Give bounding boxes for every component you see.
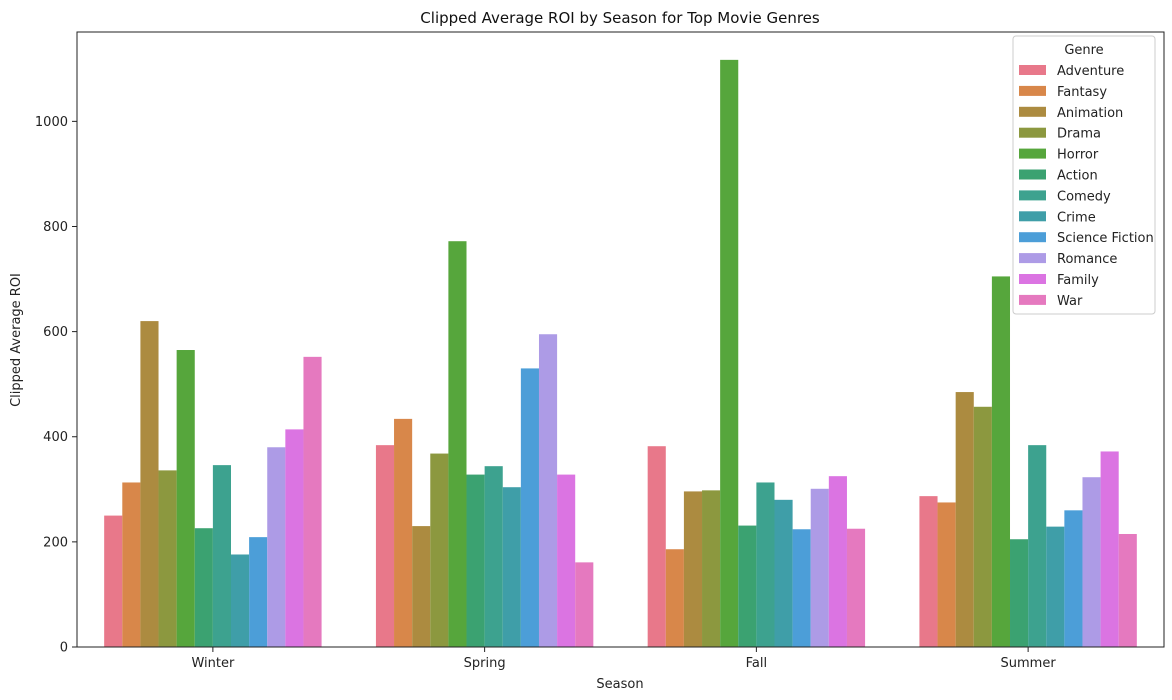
bar-fantasy-summer: [937, 502, 956, 647]
bar-comedy-summer: [1028, 445, 1047, 647]
x-tick-label-winter: Winter: [191, 656, 235, 671]
bar-horror-winter: [176, 350, 195, 647]
legend-swatch-science-fiction: [1019, 232, 1046, 243]
y-tick-label: 1000: [35, 115, 68, 130]
legend-label-action: Action: [1057, 169, 1098, 184]
bar-family-winter: [285, 429, 304, 647]
bar-comedy-fall: [756, 482, 775, 647]
bar-drama-fall: [702, 490, 721, 647]
bar-fantasy-fall: [665, 549, 684, 647]
bar-action-fall: [738, 525, 757, 647]
bar-action-spring: [466, 474, 485, 647]
bar-family-spring: [557, 474, 576, 647]
bar-family-fall: [828, 476, 847, 647]
bar-crime-spring: [502, 487, 521, 647]
bar-science-fiction-summer: [1064, 510, 1083, 647]
legend-label-family: Family: [1057, 273, 1099, 288]
legend-swatch-drama: [1019, 127, 1046, 138]
bar-horror-fall: [720, 59, 739, 648]
bar-drama-spring: [430, 453, 449, 647]
legend-swatch-family: [1019, 274, 1046, 284]
legend-label-crime: Crime: [1057, 210, 1096, 225]
legend-label-animation: Animation: [1057, 106, 1123, 121]
bar-science-fiction-spring: [520, 368, 539, 647]
bar-animation-summer: [955, 392, 974, 647]
bar-horror-summer: [991, 276, 1011, 647]
y-tick-label: 800: [43, 220, 68, 235]
legend-swatch-animation: [1019, 106, 1046, 117]
bar-crime-fall: [774, 499, 793, 647]
bar-fantasy-winter: [122, 482, 141, 647]
chart-title: Clipped Average ROI by Season for Top Mo…: [420, 9, 820, 27]
legend-label-science-fiction: Science Fiction: [1057, 231, 1154, 246]
legend-swatch-horror: [1019, 148, 1046, 159]
bar-drama-winter: [158, 470, 177, 647]
legend-label-horror: Horror: [1057, 148, 1099, 163]
x-axis-title: Season: [596, 677, 643, 692]
bar-science-fiction-fall: [792, 529, 811, 647]
bar-animation-spring: [412, 526, 431, 647]
x-tick-label-summer: Summer: [1001, 656, 1057, 671]
bar-action-winter: [194, 528, 213, 647]
legend-frame: [1012, 35, 1156, 315]
x-axis: Winter Spring Fall Summer: [191, 647, 1056, 671]
legend-swatch-fantasy: [1019, 85, 1046, 96]
y-axis-title: Clipped Average ROI: [9, 273, 24, 407]
bar-animation-winter: [140, 321, 159, 647]
legend-swatch-war: [1019, 294, 1046, 305]
legend-swatch-action: [1019, 169, 1046, 180]
bar-family-summer: [1100, 451, 1119, 647]
x-tick-label-spring: Spring: [464, 656, 506, 671]
legend-swatch-romance: [1019, 253, 1046, 264]
legend-label-romance: Romance: [1057, 252, 1117, 267]
legend-label-drama: Drama: [1057, 127, 1101, 142]
y-tick-label: 200: [43, 535, 68, 550]
bar-science-fiction-winter: [249, 537, 268, 647]
bar-romance-spring: [538, 334, 558, 647]
y-axis: 0 200 400 600 800 1000: [35, 115, 77, 656]
legend-swatch-crime: [1019, 211, 1046, 222]
bar-war-spring: [575, 562, 594, 647]
plot-frame: [76, 31, 1165, 648]
y-tick-label: 400: [43, 430, 68, 445]
bar-drama-summer: [973, 406, 992, 647]
y-tick-label: 600: [43, 325, 68, 340]
bar-adventure-spring: [375, 445, 395, 647]
bar-war-summer: [1118, 533, 1137, 647]
bar-romance-winter: [267, 447, 286, 647]
bar-crime-summer: [1046, 526, 1065, 647]
legend: Genre Adventure Fantasy Animation Drama Horr…: [1012, 35, 1156, 315]
legend-title: Genre: [1064, 43, 1103, 58]
bar-adventure-winter: [104, 515, 123, 647]
y-tick-label: 0: [60, 641, 68, 656]
bar-action-summer: [1010, 539, 1029, 647]
legend-swatch-adventure: [1019, 65, 1046, 75]
plot-area: [76, 31, 1165, 648]
bar-animation-fall: [683, 491, 703, 647]
bar-war-fall: [846, 528, 866, 647]
bar-adventure-summer: [919, 496, 938, 647]
bar-comedy-winter: [212, 465, 231, 647]
bar-crime-winter: [230, 554, 250, 647]
legend-swatch-comedy: [1019, 190, 1046, 201]
bar-war-winter: [303, 356, 322, 647]
bar-romance-summer: [1082, 477, 1101, 647]
legend-label-fantasy: Fantasy: [1057, 85, 1107, 100]
legend-label-adventure: Adventure: [1057, 64, 1124, 79]
bar-fantasy-spring: [394, 418, 413, 647]
legend-label-comedy: Comedy: [1057, 189, 1111, 204]
x-tick-label-fall: Fall: [746, 656, 767, 671]
legend-items: Adventure Fantasy Animation Drama Horror Acti…: [1019, 64, 1154, 309]
bar-horror-spring: [448, 241, 467, 647]
bar-romance-fall: [810, 488, 829, 647]
legend-label-war: War: [1057, 294, 1083, 309]
bar-comedy-spring: [484, 466, 503, 647]
bar-adventure-fall: [647, 446, 666, 647]
